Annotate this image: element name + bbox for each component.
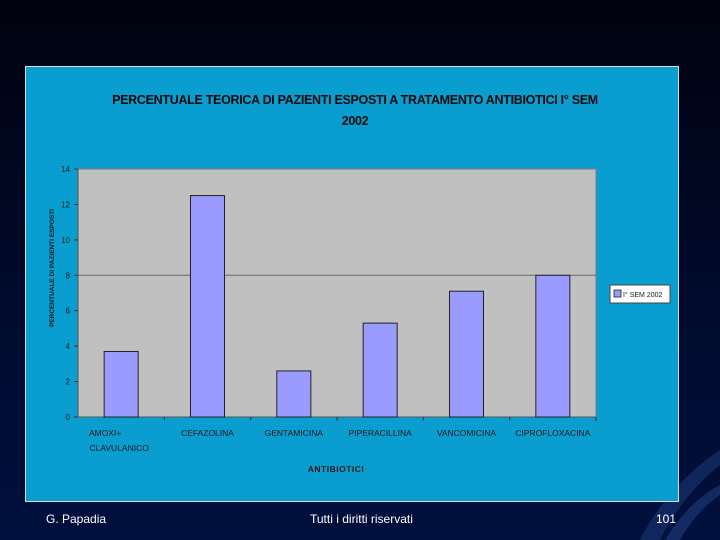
- footer-page-number: 101: [656, 512, 677, 526]
- y-tick-label: 4: [66, 342, 71, 351]
- bar: [535, 274, 571, 418]
- y-tick-label: 0: [66, 413, 71, 422]
- y-axis-title: PERCENTUALE DI PAZIENTI ESPOSTI: [49, 209, 56, 327]
- x-tick-label: CIPROFLOXACINA: [515, 428, 590, 438]
- chart-title: PERCENTUALE TEORICA DI PAZIENTI ESPOSTI …: [80, 90, 630, 132]
- y-tick-label: 2: [66, 378, 71, 387]
- y-tick-label: 10: [61, 236, 70, 245]
- x-tick-label: CLAVULANICO: [89, 443, 149, 453]
- y-tick-label: 6: [66, 307, 71, 316]
- bar: [103, 350, 139, 418]
- bar: [449, 290, 484, 418]
- y-tick-label: 8: [66, 271, 71, 280]
- corner-swoosh-decoration: [640, 450, 720, 540]
- bar: [190, 195, 225, 418]
- bar: [276, 370, 312, 418]
- footer-author: G. Papadia: [46, 512, 107, 526]
- x-tick-label: GENTAMICINA: [265, 428, 324, 438]
- x-tick-label: AMOXI+: [89, 428, 121, 438]
- y-tick-label: 14: [61, 165, 70, 174]
- chart-title-line-2: 2002: [341, 114, 369, 128]
- chart-title-line-1: PERCENTUALE TEORICA DI PAZIENTI ESPOSTI …: [112, 93, 598, 107]
- x-tick-label: CEFAZOLINA: [181, 428, 234, 438]
- legend-box: [609, 284, 671, 304]
- y-tick-label: 12: [61, 200, 70, 209]
- footer-rights: Tutti i diritti riservati: [310, 512, 413, 526]
- x-tick-label: VANCOMICINA: [437, 428, 497, 438]
- legend-swatch: [613, 289, 622, 298]
- legend-label: I° SEM 2002: [623, 291, 662, 299]
- bar: [362, 322, 398, 418]
- x-tick-label: PIPERACILLINA: [349, 428, 413, 438]
- plot-area: [77, 168, 597, 418]
- x-axis-title: ANTIBIOTICI: [308, 464, 365, 474]
